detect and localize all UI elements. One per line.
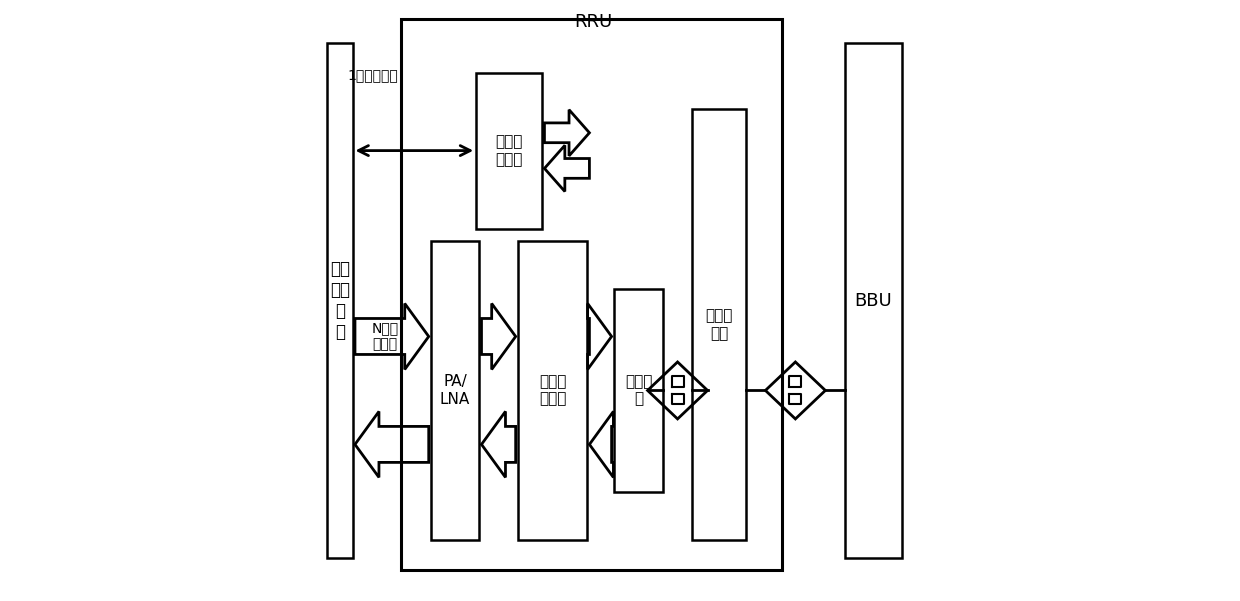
Text: 数字中
频: 数字中 频 [625, 374, 652, 407]
Bar [432, 240, 479, 540]
Text: 1路校准通道: 1路校准通道 [347, 69, 398, 83]
Text: 无源
天线
阵
列: 无源 天线 阵 列 [330, 260, 350, 341]
Text: 收发校
准单元: 收发校 准单元 [496, 135, 523, 167]
Bar [518, 240, 587, 540]
Text: PA/
LNA: PA/ LNA [440, 374, 470, 407]
Bar [692, 109, 746, 540]
Text: 收发信
机阵列: 收发信 机阵列 [539, 374, 567, 407]
Text: N路天
线通道: N路天 线通道 [372, 322, 398, 352]
Text: RRU: RRU [574, 13, 613, 31]
Text: 光接口
模块: 光接口 模块 [706, 308, 733, 341]
Bar [327, 43, 352, 558]
Bar [402, 19, 782, 570]
Bar [844, 43, 901, 558]
Text: BBU: BBU [854, 291, 893, 310]
Bar [476, 73, 542, 228]
Bar [614, 288, 663, 492]
